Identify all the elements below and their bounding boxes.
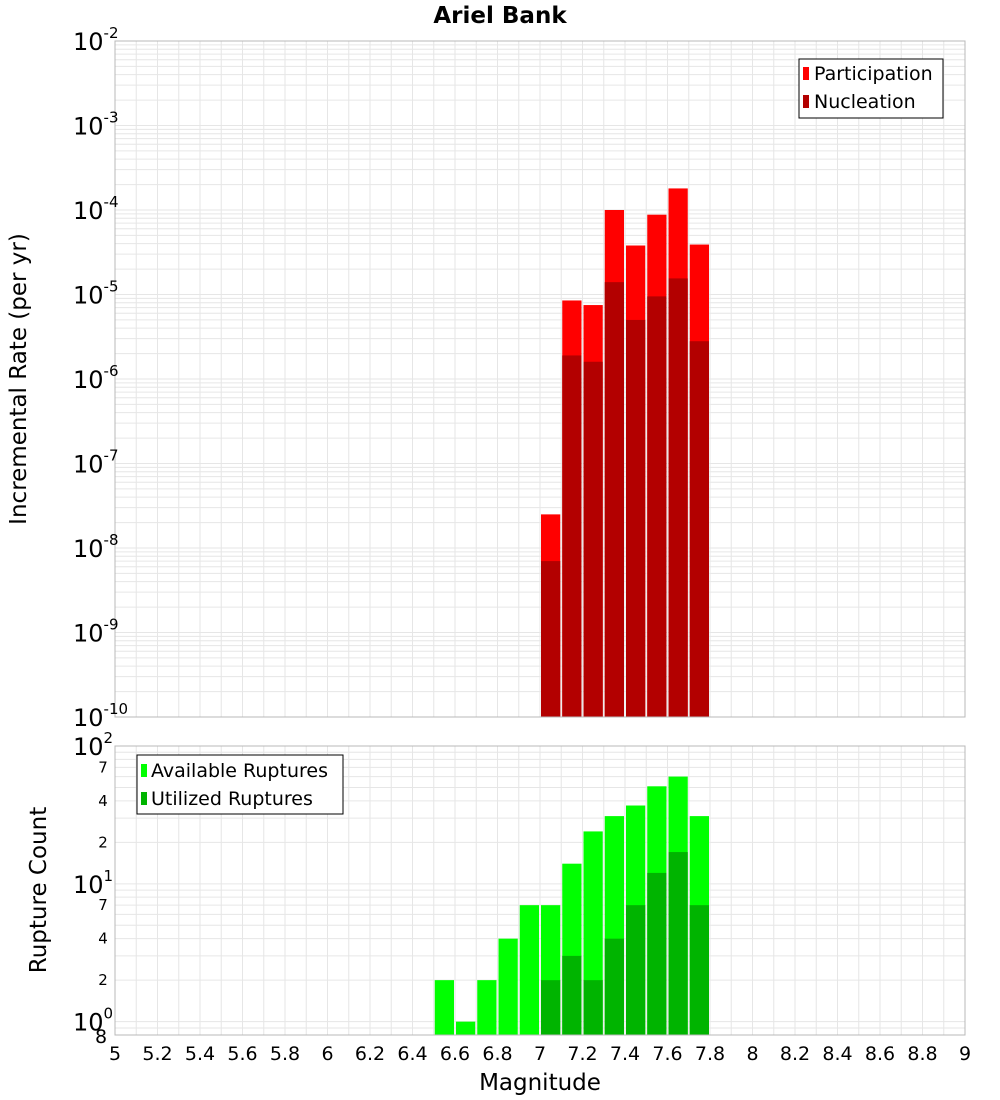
x-axis-label: Magnitude	[479, 1070, 601, 1096]
x-tick-label: 5.8	[270, 1043, 300, 1065]
legend-nucleation-swatch	[803, 95, 809, 108]
rate-y-tick-label: 10-8	[73, 531, 119, 563]
x-tick-label: 7.2	[567, 1043, 597, 1065]
x-tick-label: 5	[109, 1043, 121, 1065]
legend-nucleation-label: Nucleation	[814, 91, 916, 113]
count-y-tick-label: 102	[73, 729, 113, 761]
count-available-ruptures-bar	[519, 905, 539, 1035]
count-y-minor-tick-label: 7	[98, 896, 108, 914]
x-tick-label: 9	[959, 1043, 971, 1065]
chart-title: Ariel Bank	[433, 3, 567, 29]
rate-nucleation-bar	[647, 296, 667, 717]
count-available-ruptures-bar	[456, 1021, 476, 1035]
x-tick-label: 6.2	[355, 1043, 385, 1065]
count-y-minor-tick-label: 2	[98, 971, 108, 989]
count-utilized-ruptures-bar	[604, 938, 624, 1035]
rate-y-tick-label: 10-9	[73, 616, 119, 648]
legend-participation-swatch	[803, 67, 809, 80]
count-y-minor-tick-label: 7	[98, 758, 108, 776]
x-tick-label: 6.8	[482, 1043, 512, 1065]
x-tick-label: 8	[746, 1043, 758, 1065]
x-tick-label: 6	[321, 1043, 333, 1065]
count-y-minor-tick-label: 8	[95, 1026, 107, 1048]
count-y-axis-label: Rupture Count	[26, 807, 52, 973]
count-y-ticks: 102 101 100 7 4 2 7 4 2 8	[73, 729, 113, 1048]
rate-nucleation-bar	[541, 561, 561, 717]
count-y-minor-tick-label: 4	[98, 792, 108, 810]
rate-y-tick-label: 10-4	[73, 193, 119, 225]
count-utilized-ruptures-bar	[541, 980, 561, 1035]
legend-available-label: Available Ruptures	[151, 760, 328, 782]
rate-legend: Participation Nucleation	[798, 58, 944, 119]
rate-nucleation-bar	[583, 361, 603, 717]
count-panel: 102 101 100 7 4 2 7 4 2 8 5 5.2 5.4 5.6 5.8 6 6.2 6.4 6.6…	[26, 729, 971, 1096]
count-utilized-ruptures-bar	[583, 980, 603, 1035]
count-utilized-ruptures-bar	[626, 905, 646, 1035]
x-tick-label: 5.4	[185, 1043, 215, 1065]
rate-plot-border	[114, 40, 966, 718]
count-y-tick-label: 101	[73, 867, 113, 899]
count-utilized-ruptures-bar	[668, 852, 688, 1035]
x-tick-label: 5.2	[142, 1043, 172, 1065]
rate-nucleation-bar	[626, 319, 646, 717]
rate-nucleation-bar	[604, 282, 624, 717]
x-tick-label: 7.6	[652, 1043, 682, 1065]
count-utilized-ruptures-bar	[689, 905, 709, 1035]
rate-y-tick-label: 10-6	[73, 362, 119, 394]
x-tick-label: 6.6	[440, 1043, 470, 1065]
count-utilized-ruptures-bar	[647, 872, 667, 1035]
legend-utilized-swatch	[141, 792, 147, 805]
rate-nucleation-bar	[668, 278, 688, 717]
legend-participation-label: Participation	[814, 63, 933, 85]
x-tick-label: 8.8	[907, 1043, 937, 1065]
count-legend: Available Ruptures Utilized Ruptures	[136, 754, 344, 815]
x-tick-label: 7.4	[610, 1043, 640, 1065]
count-y-minor-tick-label: 2	[98, 833, 108, 851]
legend-utilized-label: Utilized Ruptures	[151, 788, 313, 810]
count-y-minor-tick-label: 4	[98, 930, 108, 948]
rate-y-tick-label: 10-2	[73, 24, 119, 56]
rate-y-tick-label: 10-7	[73, 447, 119, 479]
count-legend-box	[136, 754, 344, 815]
rate-bars	[541, 188, 709, 718]
x-tick-label: 7.8	[695, 1043, 725, 1065]
count-bars	[434, 776, 709, 1035]
rate-nucleation-bar	[562, 355, 582, 717]
rate-panel: 10-2 10-3 10-4 10-5 10-6 10-7 10-8 10-9 10-10 In…	[6, 24, 966, 732]
magnitude-x-ticks: 5 5.2 5.4 5.6 5.8 6 6.2 6.4 6.6 6.8 7 7.2 7.4 7.6 7.8 8…	[109, 1043, 971, 1065]
rate-grid	[114, 41, 966, 718]
count-available-ruptures-bar	[477, 980, 497, 1035]
rate-y-tick-label: 10-5	[73, 278, 119, 310]
rate-legend-box	[798, 58, 944, 119]
legend-available-swatch	[141, 764, 147, 777]
x-tick-label: 7	[534, 1043, 546, 1065]
rate-nucleation-bar	[689, 341, 709, 717]
rate-y-ticks: 10-2 10-3 10-4 10-5 10-6 10-7 10-8 10-9 10-10	[73, 24, 128, 732]
x-tick-label: 8.4	[822, 1043, 852, 1065]
count-utilized-ruptures-bar	[562, 955, 582, 1035]
count-plot-border	[114, 745, 966, 1036]
count-y-tick-label: 100	[73, 1005, 113, 1037]
x-tick-label: 5.6	[227, 1043, 257, 1065]
rate-y-axis-label: Incremental Rate (per yr)	[6, 233, 32, 525]
x-tick-label: 8.2	[780, 1043, 810, 1065]
count-available-ruptures-bar	[498, 938, 518, 1035]
rate-y-tick-label: 10-10	[73, 700, 128, 732]
count-available-ruptures-bar	[434, 980, 454, 1035]
rate-y-tick-label: 10-3	[73, 109, 119, 141]
x-tick-label: 8.6	[865, 1043, 895, 1065]
x-tick-label: 6.4	[397, 1043, 427, 1065]
